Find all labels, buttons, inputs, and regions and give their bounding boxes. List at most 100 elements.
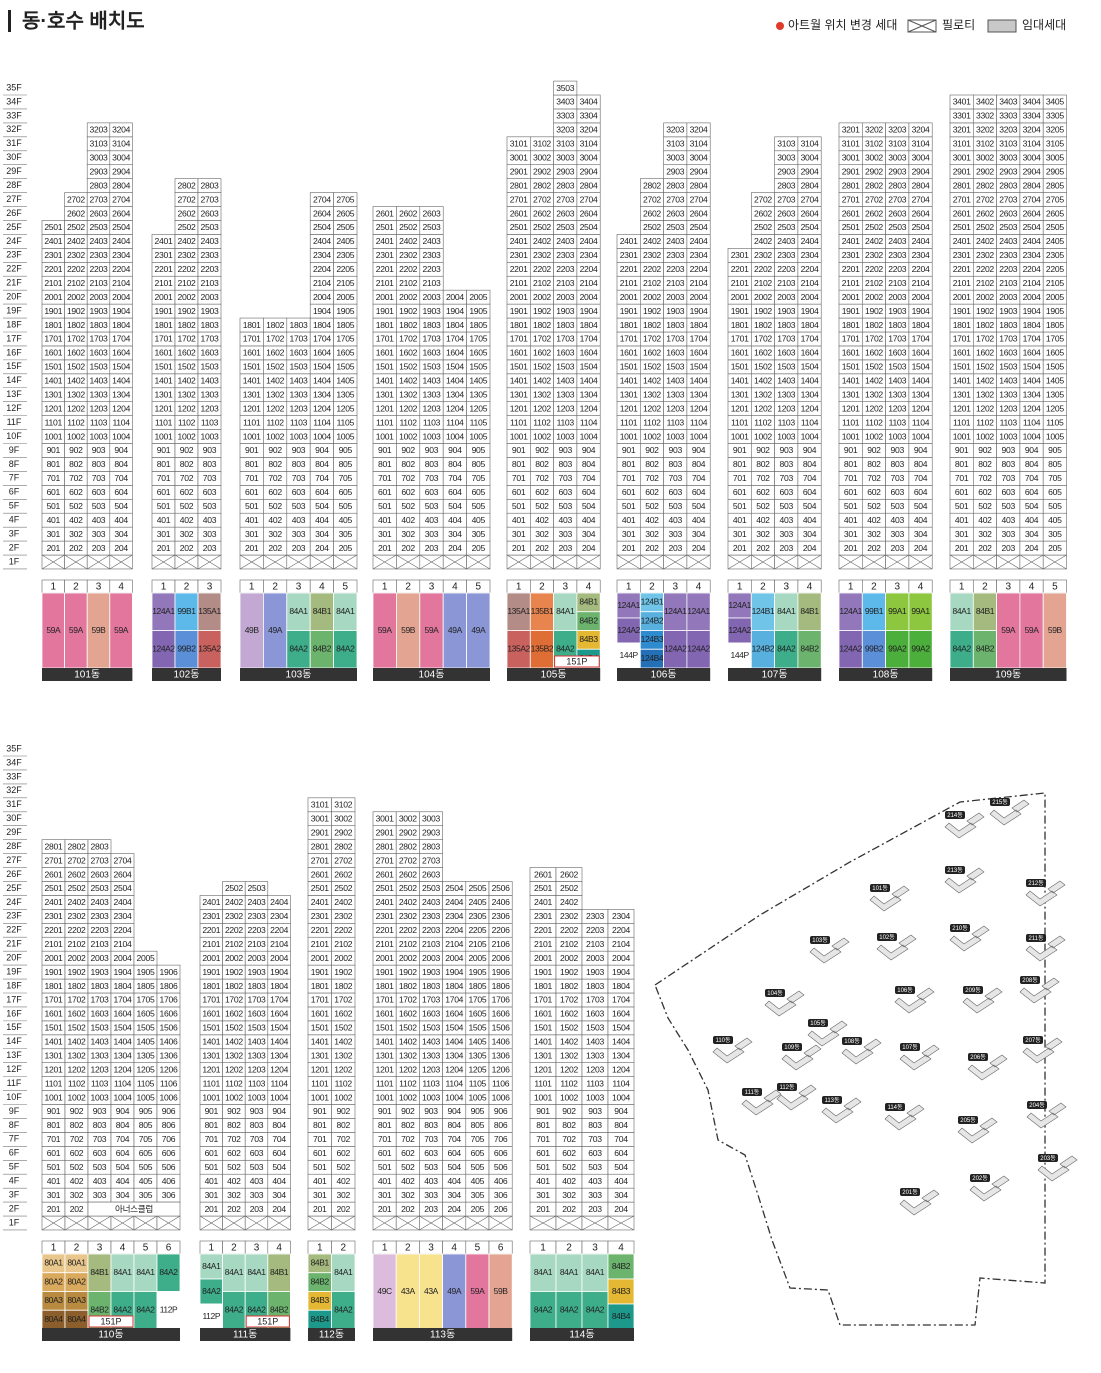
unit-number: 2002: [399, 292, 417, 302]
unit-type-label: 59B: [1048, 625, 1063, 635]
unit-number: 1204: [690, 403, 708, 413]
unit-number: 2701: [510, 194, 528, 204]
unit-type-label: 124B2: [752, 644, 775, 654]
unit-number: 1901: [534, 967, 552, 977]
unit-number: 204: [803, 543, 817, 553]
unit-number: 2302: [334, 911, 352, 921]
unit-number: 2502: [178, 222, 196, 232]
unit-number: 2005: [1046, 292, 1064, 302]
unit-number: 1305: [468, 1050, 486, 1060]
unit-number: 905: [1048, 445, 1062, 455]
unit-number: 1701: [953, 334, 971, 344]
unit-number: 1401: [510, 376, 528, 386]
unit-number: 802: [180, 459, 194, 469]
unit-number: 503: [425, 501, 439, 511]
unit-number: 1801: [202, 981, 220, 991]
unit-number: 1306: [160, 1050, 178, 1060]
map-label: 210동: [952, 925, 968, 932]
unit-number: 501: [157, 501, 171, 511]
unit-number: 1603: [423, 348, 441, 358]
unit-number: 2004: [1023, 292, 1041, 302]
unit-number: 1501: [731, 362, 749, 372]
line-number: 2: [871, 582, 877, 593]
unit-number: 1402: [266, 376, 284, 386]
unit-number: 1301: [45, 1050, 63, 1060]
unit-number: 2702: [399, 855, 417, 865]
unit-type-label: 49B: [245, 625, 260, 635]
unit-type-label: 49A: [447, 1286, 462, 1296]
unit-number: 303: [424, 1190, 438, 1200]
unit-number: 2703: [422, 855, 440, 865]
map-label: 104동: [767, 990, 783, 997]
unit-number: 401: [512, 515, 526, 525]
unit-number: 1006: [492, 1092, 510, 1102]
unit-number: 1605: [468, 1009, 486, 1019]
unit-number: 2103: [999, 278, 1017, 288]
unit-type-label: 84A2: [225, 1305, 244, 1315]
unit-number: 2402: [68, 897, 86, 907]
unit-number: 1003: [777, 431, 795, 441]
unit-number: 602: [268, 487, 282, 497]
unit-number: 2601: [534, 869, 552, 879]
unit-number: 2302: [865, 250, 883, 260]
unit-number: 202: [645, 543, 659, 553]
unit-number: 601: [313, 1148, 327, 1158]
unit-number: 1004: [801, 431, 819, 441]
piloti-x: [64, 554, 88, 570]
unit-number: 702: [645, 473, 659, 483]
line-number: 2: [982, 582, 988, 593]
unit-number: 1202: [643, 403, 661, 413]
unit-number: 805: [339, 459, 353, 469]
legend-rental-icon: [987, 19, 1017, 33]
unit-number: 1401: [44, 376, 62, 386]
floor-label: 24F: [6, 897, 22, 907]
unit-number: 1103: [778, 417, 796, 427]
unit-number: 1705: [137, 995, 155, 1005]
unit-number: 2904: [912, 166, 930, 176]
unit-number: 603: [669, 487, 683, 497]
unit-number: 2801: [45, 841, 63, 851]
unit-number: 2204: [270, 925, 288, 935]
unit-number: 702: [227, 1134, 241, 1144]
unit-number: 2704: [112, 194, 130, 204]
unit-number: 2302: [754, 250, 772, 260]
unit-number: 302: [978, 529, 992, 539]
unit-number: 1001: [44, 431, 62, 441]
unit-number: 2104: [580, 278, 598, 288]
unit-type-label: 84B3: [311, 1295, 330, 1305]
unit-number: 1506: [492, 1023, 510, 1033]
unit-number: 1402: [865, 376, 883, 386]
unit-number: 1203: [777, 403, 795, 413]
building-name: 102동: [174, 669, 200, 681]
unit-number: 803: [559, 459, 573, 469]
unit-number: 2201: [731, 264, 749, 274]
unit-number: 603: [1002, 487, 1016, 497]
unit-number: 1003: [290, 431, 308, 441]
unit-number: 2602: [865, 208, 883, 218]
unit-number: 2004: [446, 292, 464, 302]
unit-number: 2801: [510, 180, 528, 190]
unit-number: 1001: [311, 1092, 329, 1102]
unit-type-label: 112P: [160, 1305, 178, 1315]
unit-number: 1604: [445, 1009, 463, 1019]
unit-number: 1405: [1046, 376, 1064, 386]
unit-number: 704: [1025, 473, 1039, 483]
unit-number: 1801: [620, 320, 638, 330]
unit-number: 1804: [801, 320, 819, 330]
unit-number: 2001: [953, 292, 971, 302]
unit-number: 501: [205, 1162, 219, 1172]
unit-number: 3104: [690, 139, 708, 149]
unit-number: 2602: [178, 208, 196, 218]
unit-number: 1401: [953, 376, 971, 386]
unit-number: 2403: [777, 236, 795, 246]
unit-number: 2104: [612, 939, 630, 949]
unit-number: 1004: [112, 431, 130, 441]
unit-number: 2403: [91, 897, 109, 907]
unit-number: 1704: [612, 995, 630, 1005]
unit-number: 3102: [865, 139, 883, 149]
unit-number: 1703: [586, 995, 604, 1005]
unit-number: 301: [313, 1190, 327, 1200]
unit-number: 2903: [90, 166, 108, 176]
unit-number: 1904: [801, 306, 819, 316]
unit-number: 403: [1002, 515, 1016, 525]
